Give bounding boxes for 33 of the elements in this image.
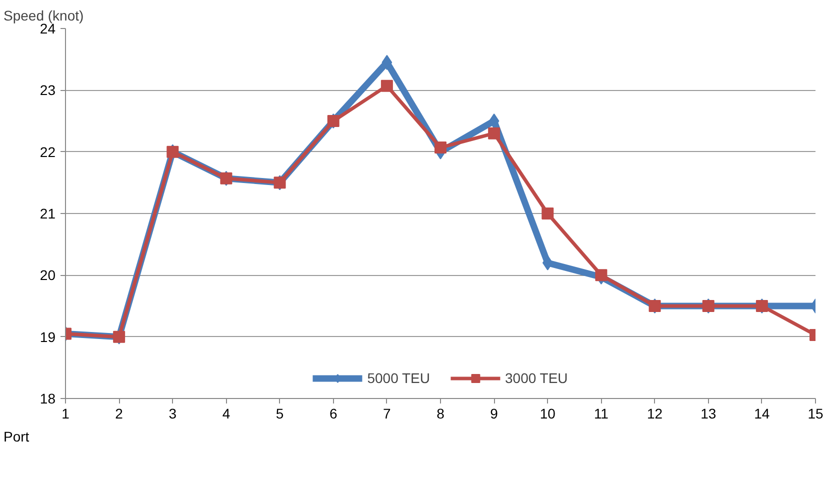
y-tick-label: 23 [40,82,56,98]
x-tick-label: 9 [490,406,498,422]
y-tick-label: 21 [40,206,56,222]
x-tick-label: 11 [594,406,609,422]
point [488,114,500,128]
y-tick-label: 22 [40,144,56,160]
x-tick-label: 1 [62,406,70,422]
x-tick-label: 12 [647,406,663,422]
point [542,208,554,220]
x-tick-label: 6 [329,406,338,422]
x-tick-label: 10 [540,406,556,422]
y-axis-title: Speed (knot) [4,8,84,24]
point [595,269,608,282]
y-tick-label: 20 [40,267,56,284]
point [380,80,393,92]
point [488,127,500,140]
x-tick-label: 14 [754,406,770,422]
y-tick-label: 19 [40,328,56,345]
x-tick-label: 8 [436,406,445,422]
x-tick-label: 2 [115,406,124,422]
legend-label: 5000 TEU [367,370,430,386]
x-tick-label: 4 [222,406,230,422]
x-tick-label: 3 [168,406,177,422]
y-tick-label: 18 [40,390,56,406]
point [382,54,392,70]
legend-label: 3000 TEU [505,370,568,386]
x-axis-title: Port [4,428,30,444]
x-tick-label: 7 [383,406,392,422]
point [434,142,446,154]
point [542,255,553,270]
x-tick-label: 15 [808,406,824,422]
x-tick-label: 13 [700,406,716,422]
x-tick-label: 5 [276,406,284,422]
